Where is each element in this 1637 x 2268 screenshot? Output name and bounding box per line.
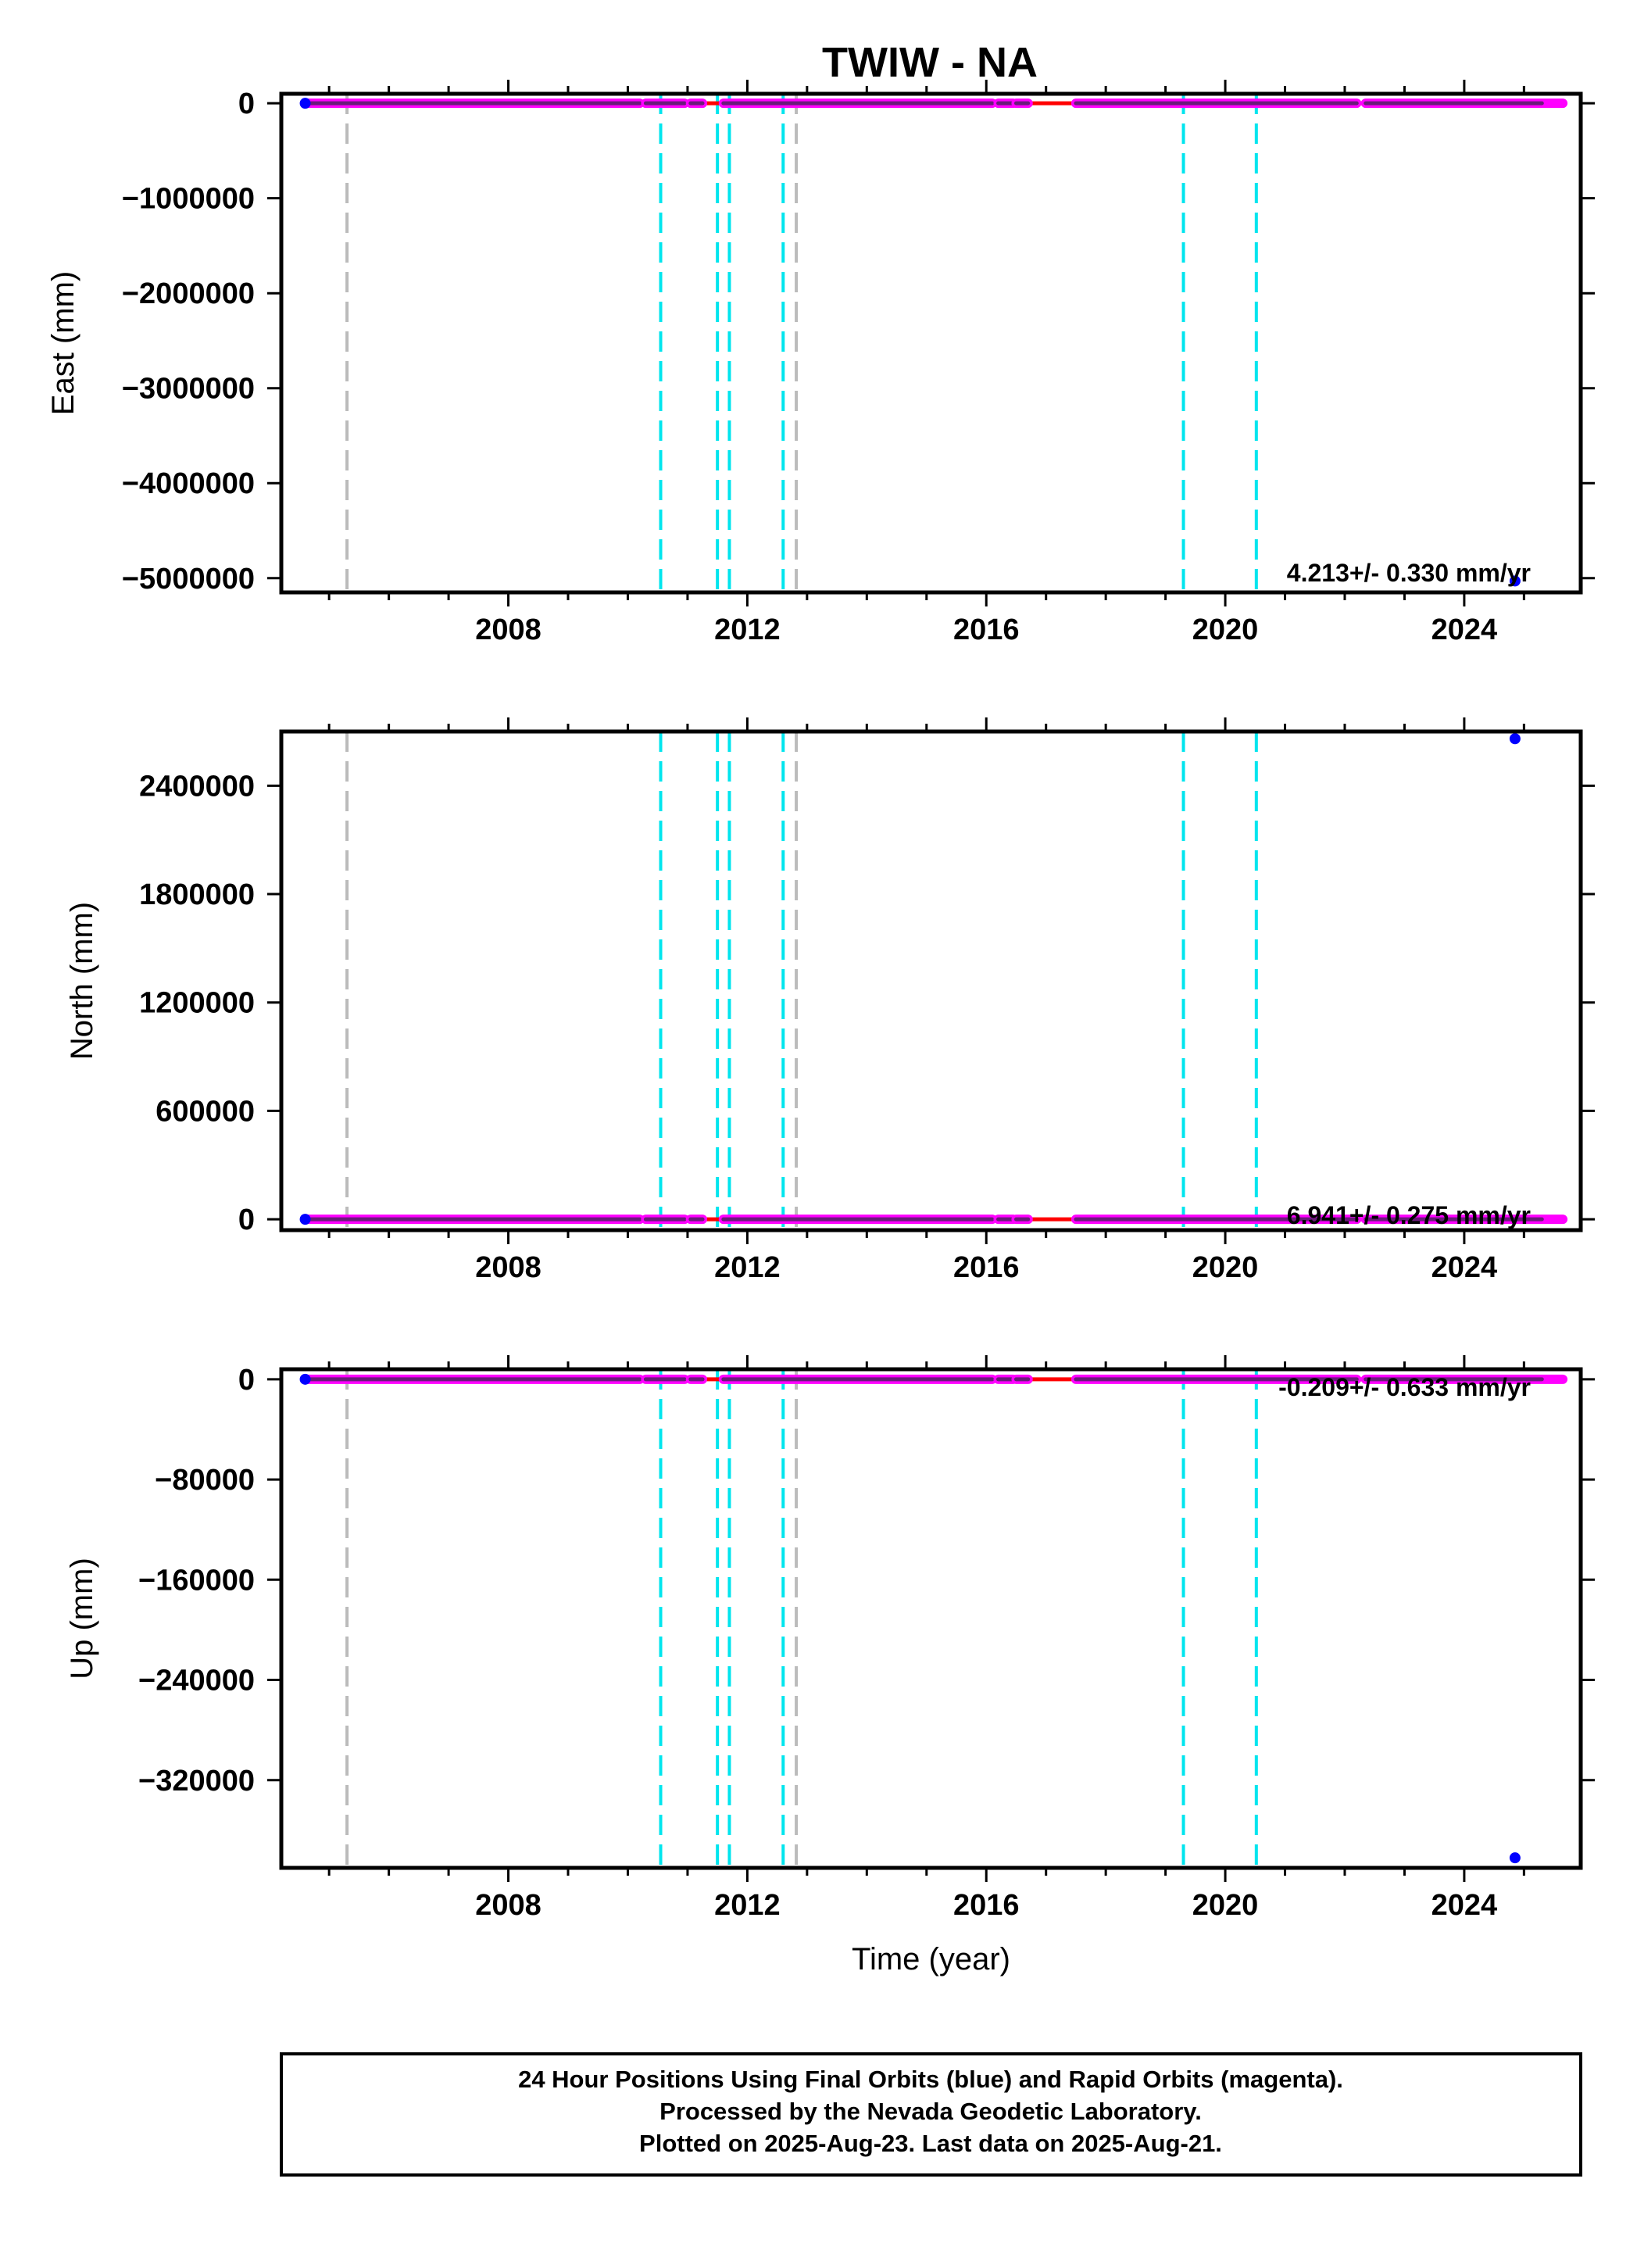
x-axis-label: Time (year)	[852, 1942, 1010, 1976]
rate-label: 4.213+/- 0.330 mm/yr	[1287, 559, 1531, 587]
x-tick-label: 2020	[1192, 614, 1259, 646]
x-tick-label: 2016	[953, 1889, 1020, 1922]
plot-frame	[279, 91, 1583, 595]
y-axis-label: North (mm)	[65, 902, 99, 1060]
footer-box: 24 Hour Positions Using Final Orbits (bl…	[280, 2052, 1582, 2177]
rate-label: -0.209+/- 0.633 mm/yr	[1278, 1373, 1531, 1401]
y-tick-label: −320000	[138, 1765, 255, 1798]
footer-line-2: Processed by the Nevada Geodetic Laborat…	[659, 2098, 1202, 2125]
x-tick-label: 2008	[475, 1251, 541, 1284]
plot-frame	[279, 1367, 1583, 1870]
footer-line-3: Plotted on 2025-Aug-23. Last data on 202…	[639, 2130, 1222, 2157]
y-tick-label: −240000	[138, 1665, 255, 1697]
data-point-final	[299, 98, 311, 109]
y-tick-label: −4000000	[122, 467, 255, 500]
data-point-final	[299, 1214, 311, 1225]
x-tick-label: 2016	[953, 1251, 1020, 1284]
y-tick-label: −1000000	[122, 183, 255, 216]
y-tick-label: 1200000	[139, 987, 255, 1020]
data-point-outlier	[1509, 575, 1521, 587]
east-panel: 2008 2012 2016 2020 2024 0 −1000000 −2000000 −30…	[46, 80, 1595, 646]
data-point-final	[299, 1373, 311, 1385]
y-tick-label: −3000000	[122, 373, 255, 406]
y-tick-label: −5000000	[122, 563, 255, 596]
footer-line-1: 24 Hour Positions Using Final Orbits (bl…	[518, 2066, 1343, 2093]
x-tick-label: 2020	[1192, 1889, 1259, 1922]
y-axis-label: East (mm)	[46, 271, 80, 415]
x-tick-label: 2024	[1431, 614, 1498, 646]
y-tick-label: 1800000	[139, 878, 255, 911]
y-tick-label: 2400000	[139, 770, 255, 803]
y-axis-label: Up (mm)	[65, 1558, 99, 1680]
rate-label: 6.941+/- 0.275 mm/yr	[1287, 1201, 1531, 1229]
data-point-outlier	[1509, 733, 1521, 745]
x-tick-label: 2012	[714, 1889, 781, 1922]
north-panel: 2008 2012 2016 2020 2024 2400000 1800000 120000…	[65, 717, 1595, 1284]
data-point-outlier	[1509, 1852, 1521, 1864]
x-tick-label: 2020	[1192, 1251, 1259, 1284]
y-tick-label: −160000	[138, 1564, 255, 1597]
y-tick-label: 0	[238, 88, 255, 120]
x-tick-label: 2016	[953, 614, 1020, 646]
chart-title: TWIW - NA	[822, 39, 1038, 86]
up-panel: 2008 2012 2016 2020 2024 0 −80000 −160000 −24000…	[65, 1355, 1595, 1976]
y-tick-label: −2000000	[122, 277, 255, 310]
y-tick-label: −80000	[155, 1464, 255, 1497]
x-tick-label: 2008	[475, 614, 541, 646]
y-tick-label: 0	[238, 1204, 255, 1236]
plot-frame	[279, 729, 1583, 1232]
x-tick-label: 2024	[1431, 1889, 1498, 1922]
x-tick-label: 2012	[714, 1251, 781, 1284]
y-tick-label: 600000	[155, 1095, 255, 1128]
x-tick-label: 2008	[475, 1889, 541, 1922]
x-tick-label: 2012	[714, 614, 781, 646]
x-tick-label: 2024	[1431, 1251, 1498, 1284]
y-tick-label: 0	[238, 1364, 255, 1397]
